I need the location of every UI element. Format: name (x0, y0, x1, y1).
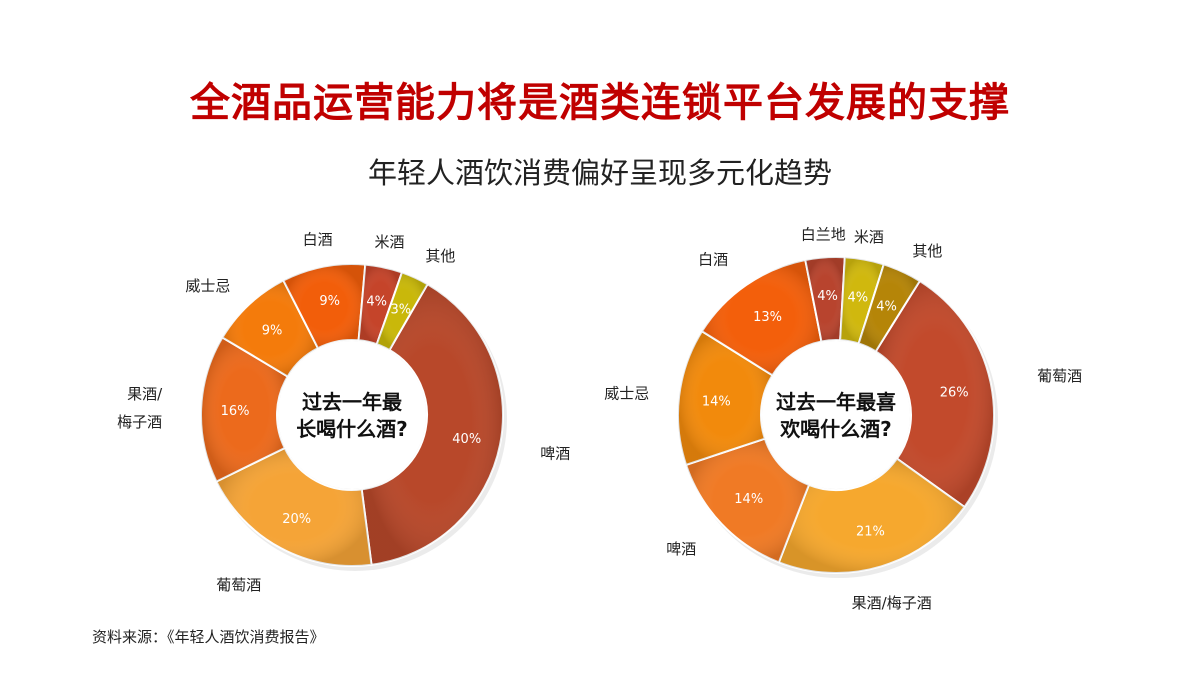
slice-value-label: 16% (221, 404, 250, 419)
slice-value-label: 9% (262, 324, 283, 339)
donut-slice-shade (702, 260, 822, 376)
slice-category-label: 白酒 (698, 251, 728, 269)
donut-slice-shade (840, 257, 884, 344)
slice-value-label: 4% (847, 290, 868, 305)
donut-slice-shade (778, 458, 965, 573)
donut-slice-shade (201, 337, 288, 482)
slice-category-label: 其他 (425, 247, 455, 265)
donut-slice-shade (222, 280, 318, 377)
slice-category-label: 葡萄酒 (1037, 367, 1082, 385)
page-subtitle: 年轻人酒饮消费偏好呈现多元化趋势 (367, 156, 832, 190)
slice-category-label: 啤酒 (666, 540, 696, 558)
donut-slice-shade (858, 264, 920, 352)
donut-chart-2: 26% 葡萄酒 21% 果酒/梅子酒 14% 啤酒 14% 威士忌 13% 白酒 4% 白兰地 4% 米酒… (604, 225, 1082, 611)
donut-slice-shade (283, 264, 366, 349)
slice-value-label: 20% (282, 512, 311, 527)
donut-hole (762, 341, 910, 489)
donut-center-label: 过去一年最长喝什么酒? (296, 390, 408, 441)
slice-category-label: 果酒/梅子酒 (117, 385, 163, 431)
donut-slice-shade (686, 438, 809, 563)
donut-chart-1: 40% 啤酒 20% 葡萄酒 16% 果酒/梅子酒 9% 威士忌 9% 白酒 4% 米酒 3% 其他过去一… (117, 230, 570, 594)
slice-category-label: 米酒 (375, 233, 405, 251)
slice-value-label: 9% (319, 294, 340, 309)
slice-value-label: 14% (734, 492, 763, 507)
slice-value-label: 3% (390, 303, 411, 318)
slice-category-label: 果酒/梅子酒 (852, 594, 932, 612)
slice-value-label: 4% (876, 300, 897, 315)
slice-value-label: 40% (452, 432, 481, 447)
donut-slice-shade (358, 264, 402, 345)
donut-slice-shade (361, 284, 503, 565)
slice-category-label: 米酒 (854, 228, 884, 246)
slice-category-label: 威士忌 (185, 277, 230, 295)
slice-value-label: 4% (817, 289, 838, 304)
donut-hole (278, 341, 426, 489)
donut-slice-shade (216, 448, 372, 566)
slice-value-label: 4% (366, 295, 387, 310)
source-note: 资料来源：《年轻人酒饮消费报告》 (92, 628, 325, 646)
slice-category-label: 葡萄酒 (216, 576, 261, 594)
slice-category-label: 其他 (912, 242, 942, 260)
slice-category-label: 白酒 (303, 230, 333, 248)
donut-slice-shade (678, 331, 773, 465)
slice-value-label: 14% (702, 395, 731, 410)
slice-category-label: 啤酒 (540, 445, 570, 463)
slice-category-label: 威士忌 (604, 385, 649, 403)
slice-value-label: 21% (856, 524, 885, 539)
donut-slice-shade (805, 257, 845, 342)
donut-center-label: 过去一年最喜欢喝什么酒? (776, 390, 896, 441)
slice-value-label: 26% (940, 386, 969, 401)
slice-category-label: 白兰地 (801, 225, 846, 243)
page-title: 全酒品运营能力将是酒类连锁平台发展的支撑 (190, 80, 1010, 126)
donut-slice-shade (875, 281, 994, 507)
donut-slice-shade (376, 272, 428, 351)
slice-value-label: 13% (753, 310, 782, 325)
